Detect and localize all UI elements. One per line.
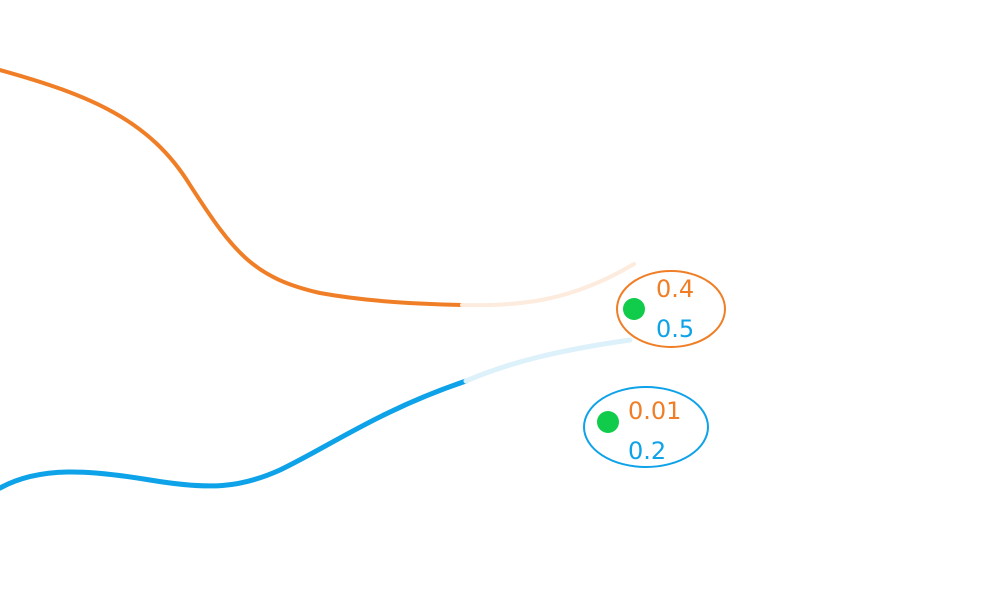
blue-curve-extension xyxy=(463,337,633,384)
badge-blue-bottom-value: 0.2 xyxy=(628,437,666,465)
badge-blue-top-value: 0.01 xyxy=(628,397,681,425)
badge-blue-ellipse xyxy=(583,386,709,468)
green-dot-icon xyxy=(597,411,619,433)
badge-orange-top-value: 0.4 xyxy=(656,275,694,303)
orange-curve-extension xyxy=(460,262,636,308)
badge-orange: 0.4 0.5 xyxy=(616,270,726,348)
badge-blue: 0.01 0.2 xyxy=(583,386,709,468)
blue-curve xyxy=(0,378,469,491)
badge-orange-bottom-value: 0.5 xyxy=(656,315,694,343)
badge-orange-ellipse xyxy=(616,270,726,348)
green-dot-icon xyxy=(623,298,645,320)
orange-curve xyxy=(0,68,464,307)
